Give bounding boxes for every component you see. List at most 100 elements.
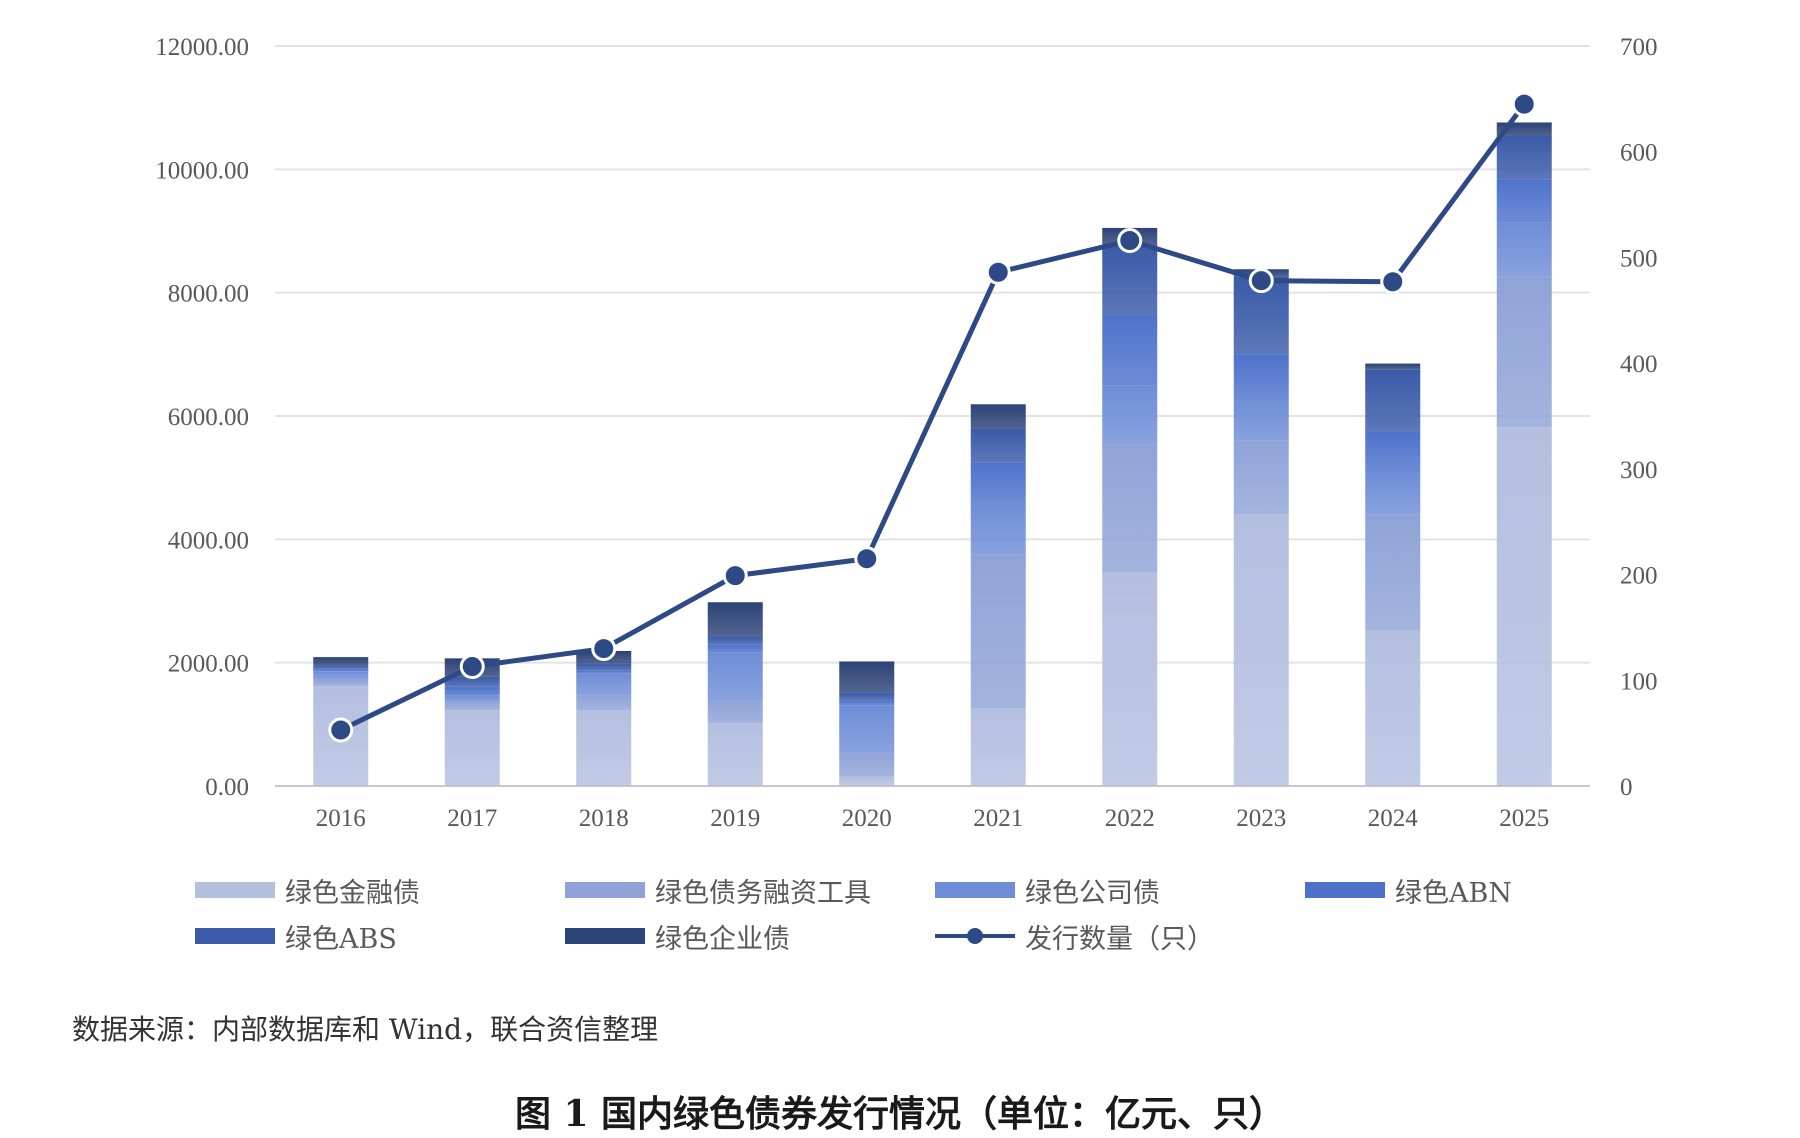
bar-segment (576, 695, 632, 711)
legend-label: 绿色ABN (1395, 877, 1512, 909)
legend-item-green-debt-financing-instrument: 绿色债务融资工具 (565, 870, 871, 910)
bar-segment (1496, 136, 1552, 180)
bar-segment (839, 705, 895, 753)
y-tick-label-right: 200 (1620, 563, 1658, 590)
y-tick-label-right: 600 (1620, 140, 1658, 167)
bar-segment (1233, 514, 1289, 786)
bar-segment (444, 676, 500, 687)
line-point (459, 654, 485, 680)
bar-segment (1365, 431, 1421, 474)
y-tick-label-left: 2000.00 (168, 651, 249, 678)
bar-segment (970, 708, 1026, 786)
legend-label: 绿色ABS (285, 923, 397, 955)
bar-segment (1365, 514, 1421, 631)
y-tick-label-right: 0 (1620, 774, 1633, 801)
bar-segment (313, 679, 369, 687)
legend-swatch (195, 882, 275, 898)
x-tick-label: 2024 (1368, 805, 1419, 832)
legend-swatch (1305, 882, 1385, 898)
bar-segment (313, 668, 369, 672)
legend-label: 绿色金融债 (285, 877, 420, 909)
y-tick-label-left: 0.00 (205, 774, 249, 801)
bar-segment (1365, 473, 1421, 515)
bar-segment (970, 462, 1026, 503)
bar-segment (1496, 222, 1552, 277)
legend-item-issuance-count: 发行数量（只） (935, 916, 1214, 956)
line-point (1117, 228, 1143, 254)
y-tick-label-left: 4000.00 (168, 527, 249, 554)
legend-label: 绿色公司债 (1025, 877, 1160, 909)
bar-segment (444, 710, 500, 786)
bar-segment (1233, 354, 1289, 398)
bar-segment (1496, 427, 1552, 786)
line-point (1248, 268, 1274, 294)
y-tick-label-right: 100 (1620, 668, 1658, 695)
bar-segment (313, 671, 369, 680)
bar-segment (839, 661, 895, 693)
legend-item-green-abs: 绿色ABS (195, 916, 397, 956)
bar-segment (1102, 244, 1158, 316)
legend-swatch (935, 882, 1015, 898)
bar-segment (707, 644, 763, 653)
x-tick-label: 2018 (579, 805, 629, 832)
x-tick-label: 2025 (1499, 805, 1549, 832)
bar-segment (1102, 385, 1158, 445)
bar-segment (839, 692, 895, 701)
data-source-note: 数据来源：内部数据库和 Wind，联合资信整理 (72, 1013, 659, 1046)
y-tick-label-left: 6000.00 (168, 404, 249, 431)
y-tick-label-left: 8000.00 (168, 281, 249, 308)
bar-segment (707, 636, 763, 645)
bar-segment (1496, 276, 1552, 428)
y-tick-label-right: 300 (1620, 457, 1658, 484)
x-tick-label: 2021 (973, 805, 1023, 832)
legend-swatch (565, 928, 645, 944)
bar-segment (707, 602, 763, 637)
bar-segment (839, 700, 895, 706)
x-tick-label: 2019 (710, 805, 760, 832)
bar-segment (1102, 572, 1158, 786)
line-point (722, 563, 748, 589)
x-tick-label: 2016 (316, 805, 366, 832)
bar-segment (1365, 630, 1421, 786)
bar-segment (970, 502, 1026, 555)
figure-caption: 图 1 国内绿色债券发行情况（单位：亿元、只） (514, 1093, 1286, 1135)
legend-label: 绿色债务融资工具 (655, 877, 871, 909)
line-series (328, 91, 1537, 743)
bar-segment (1102, 444, 1158, 573)
line-point (985, 259, 1011, 285)
x-tick-label: 2023 (1236, 805, 1286, 832)
line-point (1511, 91, 1537, 117)
legend-label: 绿色企业债 (655, 923, 790, 955)
line-point (854, 546, 880, 572)
y-axis-left: 0.00 2000.00 4000.00 6000.00 8000.00 10000.00… (155, 34, 249, 801)
bar-segment (1365, 369, 1421, 432)
bar-segment (1102, 315, 1158, 386)
bar-segment (576, 663, 632, 671)
legend: 绿色金融债 绿色债务融资工具 绿色公司债 绿色ABN 绿色ABS 绿色企业债 发… (195, 870, 1595, 970)
y-tick-label-left: 10000.00 (155, 157, 249, 184)
bar-segment (576, 670, 632, 674)
line-point (591, 636, 617, 662)
bar-segment (707, 700, 763, 724)
y-tick-label-left: 12000.00 (155, 34, 249, 61)
legend-item-green-financial-bond: 绿色金融债 (195, 870, 420, 910)
bar-segment (1365, 363, 1421, 370)
bar-segment (970, 404, 1026, 429)
bar-segment (313, 665, 369, 669)
bar-segment (576, 710, 632, 786)
chart-canvas: 0.00 2000.00 4000.00 6000.00 8000.00 10000.00… (155, 34, 1658, 832)
legend-label: 发行数量（只） (1025, 923, 1214, 955)
bar-segment (1233, 397, 1289, 441)
bar-segment (444, 686, 500, 696)
bar-segment (1496, 179, 1552, 223)
bar-segment (707, 652, 763, 701)
x-tick-label: 2017 (447, 805, 497, 832)
bar-segment (970, 554, 1026, 709)
bar-segment (444, 701, 500, 711)
legend-line-marker (935, 926, 1015, 946)
bar-segment (970, 428, 1026, 463)
legend-item-green-corporate-bond: 绿色公司债 (935, 870, 1160, 910)
bar-series (313, 122, 1552, 786)
bar-segment (707, 723, 763, 786)
bar-segment (839, 752, 895, 777)
